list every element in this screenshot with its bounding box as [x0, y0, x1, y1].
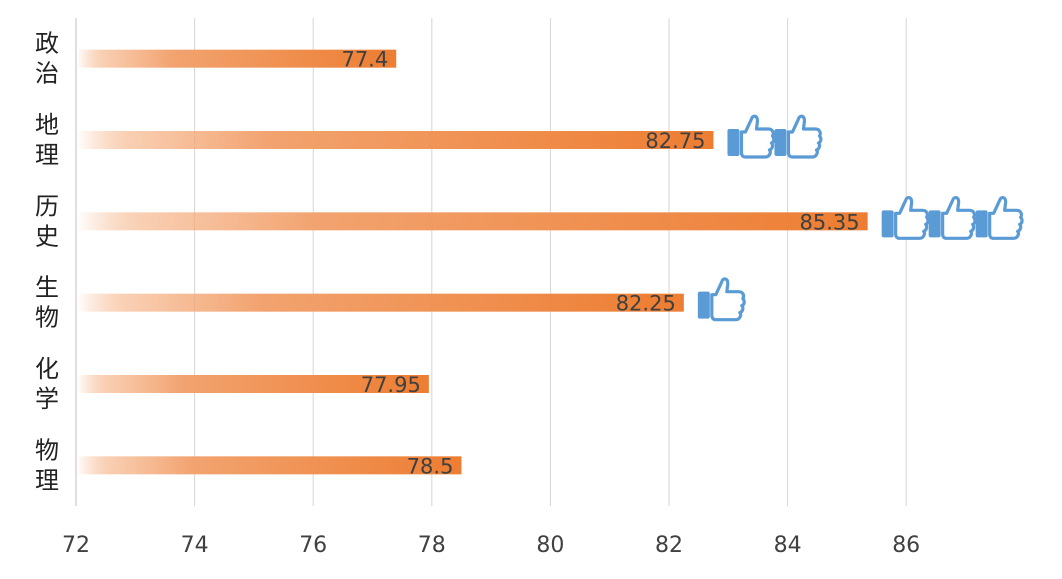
bar-2	[77, 212, 868, 231]
data-label-1: 82.75	[645, 129, 705, 153]
data-label-4: 77.95	[361, 373, 421, 397]
thumbs-up-icon	[880, 195, 930, 240]
thumbs-up-icon	[927, 195, 977, 240]
bar-1	[77, 131, 714, 149]
x-tick-label-84: 84	[774, 533, 802, 558]
bars	[77, 49, 868, 475]
x-tick-label-82: 82	[655, 533, 683, 558]
category-label-3: 生物	[35, 274, 59, 332]
data-labels: 77.4 82.75 85.35 82.25 77.95 78.5	[341, 48, 859, 479]
category-label-2: 历史	[35, 192, 59, 250]
bar-4	[77, 375, 429, 393]
thumbs-up-icon	[725, 114, 776, 159]
category-label-4: 化学	[35, 355, 59, 413]
category-label-0: 政治	[35, 30, 59, 88]
x-tick-label-80: 80	[536, 533, 564, 558]
category-label-5: 物理	[35, 436, 59, 494]
x-tick-label-72: 72	[62, 533, 90, 558]
bar-3	[77, 293, 684, 312]
bar-0	[77, 49, 397, 68]
bar-5	[77, 456, 462, 475]
x-tick-label-86: 86	[892, 533, 920, 558]
data-label-0: 77.4	[341, 48, 388, 72]
gridlines	[75, 18, 907, 506]
x-tick-label-78: 78	[418, 533, 446, 558]
thumbs-up-icon	[974, 195, 1024, 240]
x-tick-label-74: 74	[181, 533, 209, 558]
thumbs-up-icon	[696, 277, 746, 322]
data-label-3: 82.25	[616, 292, 676, 316]
data-label-2: 85.35	[800, 210, 860, 234]
thumbs-up-icon	[772, 114, 823, 159]
category-label-1: 地理	[35, 111, 59, 169]
x-axis-tick-labels: 72 74 76 78 80 82 84 86	[62, 533, 920, 558]
x-tick-label-76: 76	[299, 533, 327, 558]
data-label-5: 78.5	[407, 454, 454, 478]
